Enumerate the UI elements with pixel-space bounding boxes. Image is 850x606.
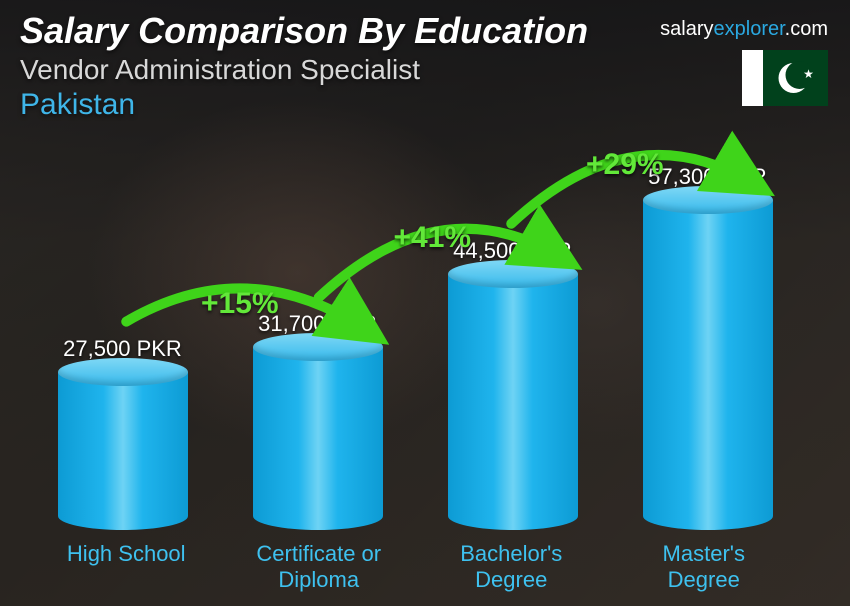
x-axis-label: Certificate orDiploma	[223, 541, 416, 592]
increase-arcs-layer	[30, 102, 800, 522]
job-title: Vendor Administration Specialist	[20, 54, 830, 86]
x-axis-label: Master'sDegree	[608, 541, 801, 592]
increase-pct-label: +29%	[586, 148, 664, 182]
salary-bar-chart: 27,500 PKR 31,700 PKR 44,500 PKR 57,300 …	[30, 162, 800, 592]
x-axis-label: High School	[30, 541, 223, 592]
x-axis-label: Bachelor'sDegree	[415, 541, 608, 592]
brand-part-2: explorer	[714, 18, 785, 40]
brand-logo-text: salaryexplorer.com	[660, 18, 828, 41]
x-labels-container: High SchoolCertificate orDiplomaBachelor…	[30, 541, 800, 592]
increase-pct-label: +15%	[201, 287, 279, 321]
brand-part-3: .com	[785, 18, 828, 40]
country-flag-icon: ★	[742, 50, 828, 106]
increase-pct-label: +41%	[394, 221, 472, 255]
brand-part-1: salary	[660, 18, 713, 40]
